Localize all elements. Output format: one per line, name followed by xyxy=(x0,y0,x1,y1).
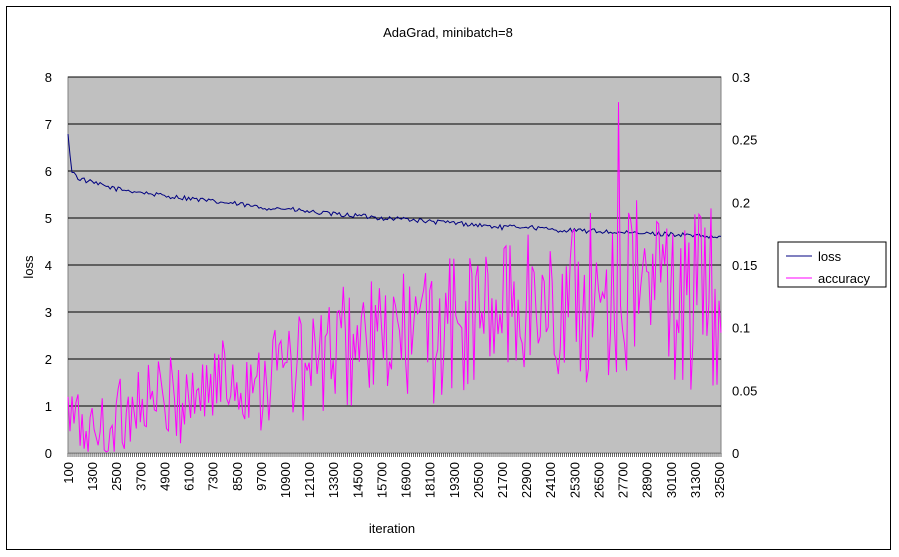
x-tick-label: 30100 xyxy=(664,462,679,498)
x-tick-label: 8500 xyxy=(230,462,245,491)
x-axis-labels: 100 1300 2500 3700 4900 6100 7300 8500 9700 10900… xyxy=(61,462,727,498)
x-tick-label: 26500 xyxy=(591,462,606,498)
x-tick-label: 3700 xyxy=(133,462,148,491)
plot-area xyxy=(67,76,722,457)
series-line-accuracy xyxy=(67,102,722,453)
x-tick-label: 21700 xyxy=(495,462,510,498)
y-right-tick-label: 0.15 xyxy=(732,258,757,273)
series-layer xyxy=(67,102,722,453)
y-right-tick-label: 0.3 xyxy=(732,70,750,85)
x-tick-marks xyxy=(67,453,722,457)
x-tick-label: 4900 xyxy=(157,462,172,491)
legend: loss accuracy xyxy=(777,241,887,288)
chart-title: AdaGrad, minibatch=8 xyxy=(383,25,513,40)
y-left-tick-label: 7 xyxy=(45,117,52,132)
y-right-tick-label: 0.2 xyxy=(732,195,750,210)
y-left-tick-label: 6 xyxy=(45,164,52,179)
y-left-tick-label: 5 xyxy=(45,211,52,226)
x-tick-label: 16900 xyxy=(399,462,414,498)
x-tick-label: 20500 xyxy=(471,462,486,498)
x-tick-label: 14500 xyxy=(350,462,365,498)
x-tick-label: 28900 xyxy=(640,462,655,498)
y-right-axis: 0 0.05 0.1 0.15 0.2 0.25 0.3 xyxy=(732,70,757,461)
x-tick-label: 12100 xyxy=(302,462,317,498)
x-tick-label: 9700 xyxy=(254,462,269,491)
y-axis-label: loss xyxy=(21,255,36,279)
legend-box xyxy=(777,241,887,288)
x-tick-label: 10900 xyxy=(278,462,293,498)
x-tick-label: 22900 xyxy=(519,462,534,498)
x-tick-label: 100 xyxy=(61,462,76,484)
y-left-tick-label: 2 xyxy=(45,352,52,367)
y-right-tick-label: 0 xyxy=(732,446,739,461)
y-left-tick-label: 0 xyxy=(45,446,52,461)
y-right-tick-label: 0.1 xyxy=(732,321,750,336)
y-left-tick-label: 3 xyxy=(45,305,52,320)
x-tick-label: 2500 xyxy=(109,462,124,491)
x-tick-label: 15700 xyxy=(374,462,389,498)
x-tick-label: 27700 xyxy=(616,462,631,498)
y-left-tick-label: 8 xyxy=(45,70,52,85)
legend-label-accuracy: accuracy xyxy=(818,271,871,286)
x-tick-label: 13300 xyxy=(326,462,341,498)
x-axis-label: iteration xyxy=(369,521,415,536)
x-tick-label: 1300 xyxy=(85,462,100,491)
y-right-tick-label: 0.25 xyxy=(732,133,757,148)
x-tick-label: 6100 xyxy=(182,462,197,491)
legend-label-loss: loss xyxy=(818,249,842,264)
series-line-loss xyxy=(67,134,722,239)
x-tick-label: 24100 xyxy=(543,462,558,498)
y-right-tick-label: 0.05 xyxy=(732,383,757,398)
y-left-tick-label: 1 xyxy=(45,399,52,414)
x-tick-label: 19300 xyxy=(447,462,462,498)
y-left-tick-label: 4 xyxy=(45,258,52,273)
x-tick-label: 31300 xyxy=(688,462,703,498)
x-tick-label: 32500 xyxy=(712,462,727,498)
x-tick-label: 18100 xyxy=(423,462,438,498)
x-tick-label: 25300 xyxy=(567,462,582,498)
y-left-axis: 0 1 2 3 4 5 6 7 8 xyxy=(45,70,52,461)
x-tick-label: 7300 xyxy=(206,462,221,491)
